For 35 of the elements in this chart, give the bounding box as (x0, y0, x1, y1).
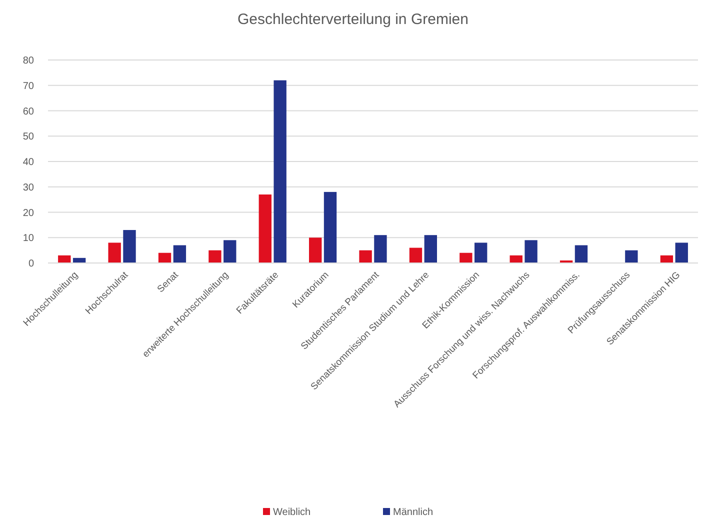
bar (58, 255, 71, 263)
bar (158, 252, 172, 263)
bar (474, 242, 488, 263)
y-tick-label: 0 (28, 258, 34, 270)
bar (510, 255, 522, 263)
bar (374, 235, 387, 263)
bar (460, 252, 472, 263)
bar (208, 250, 222, 263)
bar (274, 80, 286, 263)
y-tick-label: 80 (22, 56, 34, 66)
y-tick-label: 70 (22, 80, 34, 92)
y-tick-label: 20 (22, 208, 34, 219)
y-tick-label: 50 (22, 132, 34, 143)
bar (660, 255, 674, 263)
bar (258, 194, 272, 263)
bar (324, 192, 337, 263)
bar (309, 238, 322, 263)
bar (108, 242, 121, 263)
bar (574, 245, 588, 263)
chart-title: Geschlechterverteilung in Gremien (238, 11, 468, 28)
bar (675, 242, 688, 263)
y-tick-label: 40 (22, 157, 34, 168)
bar (424, 235, 437, 263)
bar (173, 245, 186, 263)
legend-label: Weiblich (273, 507, 311, 518)
bar (359, 250, 372, 263)
bar (123, 230, 136, 263)
bar (409, 248, 422, 263)
legend-label: Männlich (393, 507, 434, 518)
y-tick-label: 10 (22, 233, 34, 244)
bar (524, 240, 538, 263)
bar (224, 240, 236, 263)
y-tick-label: 60 (22, 106, 34, 118)
y-tick-label: 30 (22, 182, 34, 194)
bar (625, 250, 638, 263)
